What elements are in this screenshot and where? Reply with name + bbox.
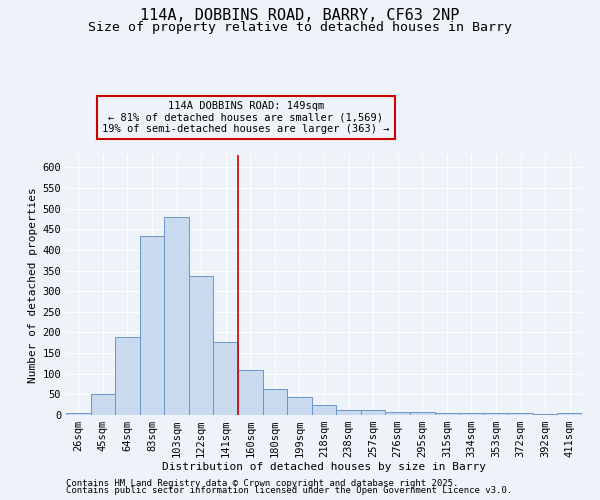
Text: Contains HM Land Registry data © Crown copyright and database right 2025.: Contains HM Land Registry data © Crown c… xyxy=(66,478,458,488)
Bar xyxy=(434,413,459,415)
X-axis label: Distribution of detached houses by size in Barry: Distribution of detached houses by size … xyxy=(162,462,486,471)
Bar xyxy=(91,394,115,415)
Bar xyxy=(115,336,140,415)
Text: Contains public sector information licensed under the Open Government Licence v3: Contains public sector information licen… xyxy=(66,486,512,495)
Bar xyxy=(410,412,434,415)
Bar xyxy=(189,276,214,415)
Bar xyxy=(336,410,361,415)
Bar xyxy=(361,410,385,415)
Text: Size of property relative to detached houses in Barry: Size of property relative to detached ho… xyxy=(88,21,512,34)
Bar xyxy=(66,413,91,415)
Bar xyxy=(140,236,164,415)
Bar xyxy=(164,217,189,415)
Y-axis label: Number of detached properties: Number of detached properties xyxy=(28,187,38,383)
Bar xyxy=(484,414,508,415)
Bar xyxy=(557,414,582,415)
Bar xyxy=(238,370,263,415)
Bar xyxy=(385,412,410,415)
Bar xyxy=(459,414,484,415)
Bar xyxy=(287,398,312,415)
Bar xyxy=(533,414,557,415)
Text: 114A, DOBBINS ROAD, BARRY, CF63 2NP: 114A, DOBBINS ROAD, BARRY, CF63 2NP xyxy=(140,8,460,22)
Text: 114A DOBBINS ROAD: 149sqm
← 81% of detached houses are smaller (1,569)
19% of se: 114A DOBBINS ROAD: 149sqm ← 81% of detac… xyxy=(102,101,390,134)
Bar xyxy=(312,405,336,415)
Bar xyxy=(508,413,533,415)
Bar xyxy=(263,390,287,415)
Bar xyxy=(214,342,238,415)
